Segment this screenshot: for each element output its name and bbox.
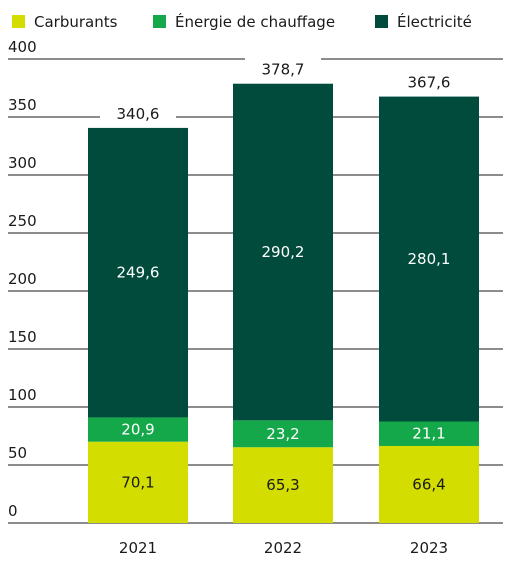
- x-tick-label: 2023: [410, 539, 448, 557]
- x-axis-ticks: 2021 2022 2023: [119, 539, 448, 557]
- data-label: 66,4: [412, 475, 445, 493]
- y-tick-label: 350: [8, 96, 37, 114]
- legend-label: Énergie de chauffage: [175, 12, 335, 31]
- y-tick-label: 200: [8, 270, 37, 288]
- y-tick-label: 50: [8, 444, 27, 462]
- bar-segment: [379, 421, 479, 446]
- legend: Carburants Énergie de chauffage Électricit…: [12, 12, 472, 31]
- bar-segment: [233, 420, 333, 448]
- data-label: 280,1: [408, 250, 451, 268]
- data-label: 20,9: [121, 421, 154, 439]
- bar-segment: [88, 127, 188, 418]
- total-label-background: [391, 70, 467, 93]
- bar-segment: [233, 447, 333, 523]
- bar-segment: [88, 417, 188, 442]
- total-label-background: [100, 101, 176, 124]
- bar-segment: [379, 445, 479, 523]
- bar-segment: [233, 83, 333, 421]
- legend-swatch: [12, 15, 25, 28]
- data-label: 249,6: [117, 264, 160, 282]
- total-label: 378,7: [262, 61, 305, 79]
- data-label: 70,1: [121, 473, 154, 491]
- y-tick-label: 150: [8, 328, 37, 346]
- x-tick-label: 2022: [264, 539, 302, 557]
- y-tick-label: 400: [8, 38, 37, 56]
- data-label: 290,2: [262, 243, 305, 261]
- bars: 70,1 20,9 249,6 340,6 65,3 23,2 290,2 378,7 66,4…: [88, 57, 479, 523]
- y-tick-label: 0: [8, 502, 18, 520]
- data-label: 23,2: [266, 425, 299, 443]
- total-label: 367,6: [408, 74, 451, 92]
- bar-segment: [379, 96, 479, 422]
- x-tick-label: 2021: [119, 539, 157, 557]
- y-tick-label: 100: [8, 386, 37, 404]
- bar-segment: [88, 441, 188, 523]
- data-label: 65,3: [266, 476, 299, 494]
- data-label: 21,1: [412, 425, 445, 443]
- y-tick-label: 250: [8, 212, 37, 230]
- legend-swatch: [153, 15, 166, 28]
- legend-label: Carburants: [34, 13, 118, 31]
- y-tick-label: 300: [8, 154, 37, 172]
- legend-swatch: [375, 15, 388, 28]
- total-label: 340,6: [117, 105, 160, 123]
- y-axis-ticks: 0 50 100 150 200 250 300 350 400: [8, 38, 37, 520]
- legend-label: Électricité: [397, 12, 472, 31]
- total-label-background: [245, 57, 321, 80]
